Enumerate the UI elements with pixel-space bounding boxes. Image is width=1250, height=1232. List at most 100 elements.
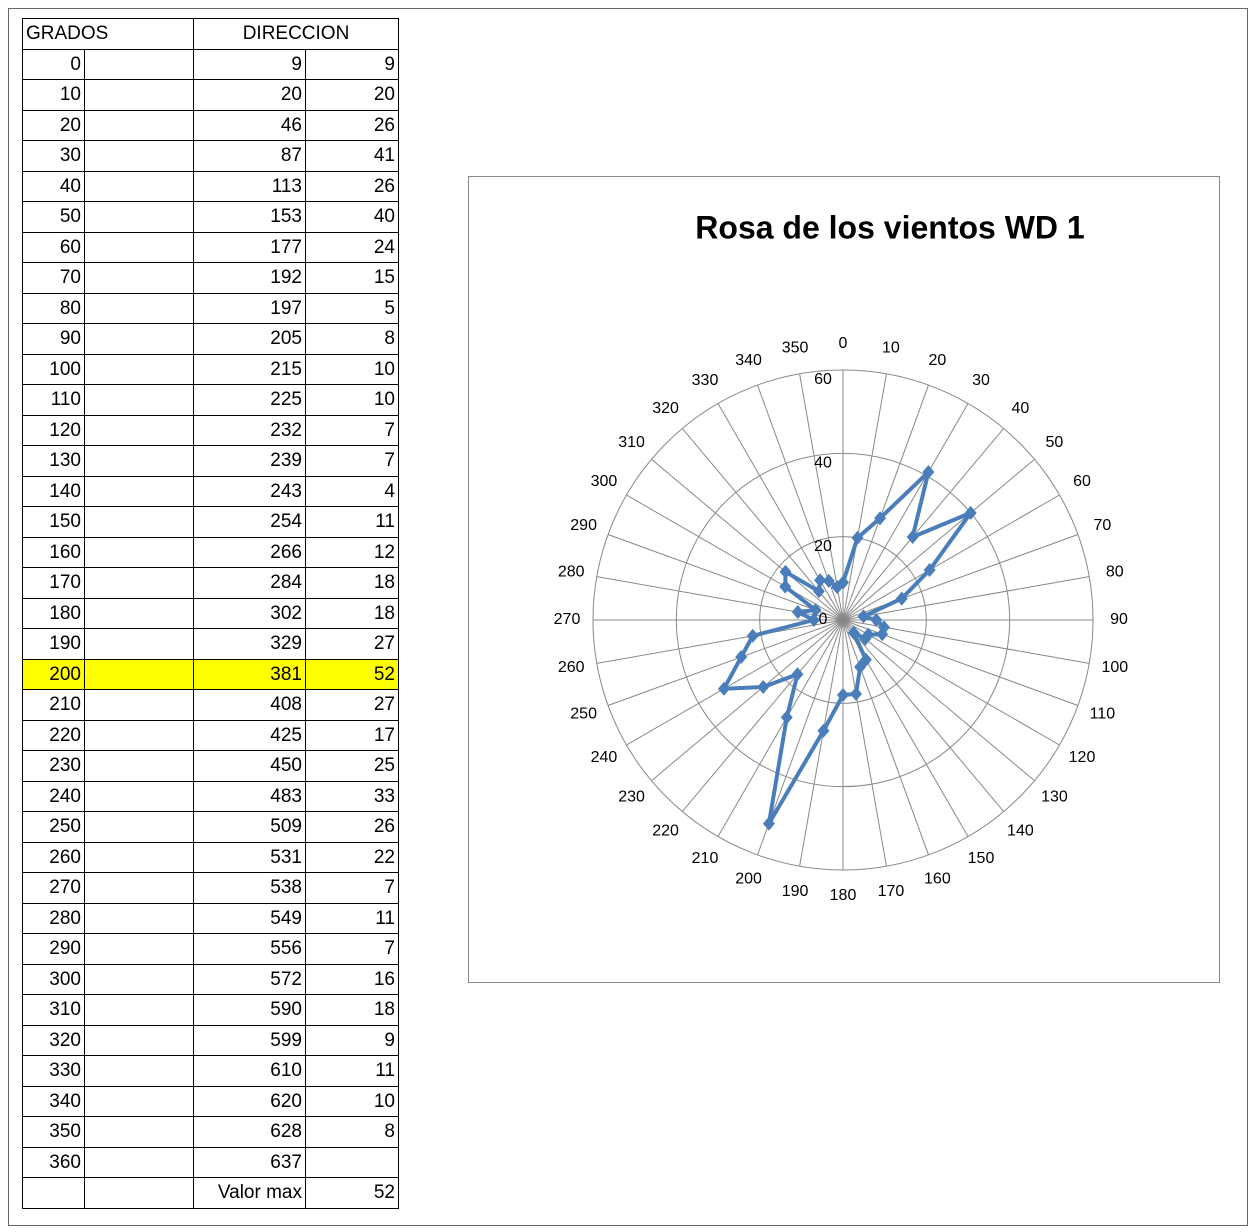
- table-cell: [22, 1177, 85, 1209]
- angle-label: 350: [782, 339, 809, 356]
- header-row: GRADOS DIRECCION: [22, 18, 399, 50]
- angle-label: 180: [830, 887, 857, 904]
- table-row: 230 450 25: [22, 750, 399, 782]
- table-cell: 590: [193, 994, 306, 1026]
- table-cell: 7: [305, 933, 399, 965]
- table-cell: [84, 262, 194, 294]
- table-cell: 170: [22, 567, 85, 599]
- table-cell: 160: [22, 536, 85, 568]
- table-cell: 20: [22, 109, 85, 141]
- table-cell: 18: [305, 994, 399, 1026]
- marker: [922, 465, 935, 480]
- table-cell: 254: [193, 506, 306, 538]
- table-row: 290 556 7: [22, 933, 399, 965]
- marker: [807, 613, 820, 627]
- table-cell: 330: [22, 1055, 85, 1087]
- marker: [857, 609, 870, 624]
- marker: [735, 650, 748, 665]
- spoke: [842, 619, 929, 856]
- table-cell: 24: [305, 231, 399, 263]
- angle-label: 320: [652, 400, 679, 417]
- table-cell: 230: [22, 750, 85, 782]
- table-cell: [84, 689, 194, 721]
- angle-label: 10: [882, 339, 900, 356]
- spoke: [607, 534, 844, 621]
- table-cell: 52: [305, 1177, 399, 1209]
- marker: [906, 530, 919, 545]
- angle-label: 60: [1073, 473, 1091, 490]
- table-cell: 7: [305, 414, 399, 446]
- table-cell: 320: [22, 1024, 85, 1056]
- angle-label: 0: [839, 335, 848, 352]
- spoke: [842, 373, 887, 621]
- angle-label: 230: [618, 789, 645, 806]
- table-cell: 538: [193, 872, 306, 904]
- table-cell: 192: [193, 262, 306, 294]
- table-cell: 239: [193, 445, 306, 477]
- spoke: [842, 403, 969, 621]
- marker: [964, 505, 977, 520]
- table-row: 50 153 40: [22, 201, 399, 233]
- spoke: [596, 619, 844, 664]
- marker: [847, 625, 860, 640]
- angle-label: 50: [1046, 434, 1064, 451]
- marker: [854, 659, 867, 674]
- table-cell: 16: [305, 963, 399, 995]
- spoke: [626, 619, 844, 746]
- marker: [757, 679, 770, 694]
- table-cell: 12: [305, 536, 399, 568]
- spoke: [842, 458, 1035, 621]
- spoke: [842, 619, 887, 867]
- table-cell: 425: [193, 719, 306, 751]
- marker: [831, 580, 844, 595]
- angle-label: 40: [1012, 400, 1030, 417]
- table-row: 140 243 4: [22, 475, 399, 507]
- table-cell: 9: [305, 48, 399, 80]
- marker: [809, 603, 822, 618]
- table-cell: [84, 292, 194, 324]
- angle-label: 340: [735, 352, 762, 369]
- angle-label: 90: [1110, 611, 1128, 628]
- table-cell: [84, 201, 194, 233]
- table-cell: [84, 811, 194, 843]
- marker: [817, 723, 830, 738]
- marker: [876, 627, 889, 642]
- table-cell: 4: [305, 475, 399, 507]
- table-cell: 80: [22, 292, 85, 324]
- angle-label: 130: [1041, 789, 1068, 806]
- window-frame: [8, 8, 1248, 1226]
- table-cell: 70: [22, 262, 85, 294]
- r-tick-label: 40: [814, 455, 832, 472]
- r-tick-label: 0: [819, 611, 828, 628]
- table-cell: 40: [22, 170, 85, 202]
- angle-label: 270: [554, 611, 581, 628]
- table-row: 170 284 18: [22, 567, 399, 599]
- table-cell: [84, 170, 194, 202]
- table-cell: 556: [193, 933, 306, 965]
- angle-label: 100: [1101, 659, 1128, 676]
- spoke: [799, 373, 844, 621]
- table-cell: 8: [305, 323, 399, 355]
- table-row: 270 538 7: [22, 872, 399, 904]
- table-row: 360 637: [22, 1146, 399, 1178]
- table-cell: 190: [22, 628, 85, 660]
- angle-label: 300: [591, 473, 618, 490]
- spoke: [799, 619, 844, 867]
- table-cell: [84, 353, 194, 385]
- angle-label: 240: [591, 749, 618, 766]
- table-cell: 40: [305, 201, 399, 233]
- table-cell: 8: [305, 1116, 399, 1148]
- marker: [746, 628, 759, 643]
- table-cell: 180: [22, 597, 85, 629]
- angle-label: 70: [1093, 517, 1111, 534]
- spreadsheet-table: GRADOS DIRECCION 0 9 9 10 20 20 20 46 26 30 87 41 40…: [22, 18, 399, 1209]
- marker: [780, 710, 793, 725]
- spoke: [717, 619, 844, 837]
- table-cell: [305, 1146, 399, 1178]
- table-cell: [84, 597, 194, 629]
- table-cell: 50: [22, 201, 85, 233]
- table-cell: [84, 384, 194, 416]
- angle-label: 200: [735, 871, 762, 888]
- table-cell: 46: [193, 109, 306, 141]
- table-cell: 100: [22, 353, 85, 385]
